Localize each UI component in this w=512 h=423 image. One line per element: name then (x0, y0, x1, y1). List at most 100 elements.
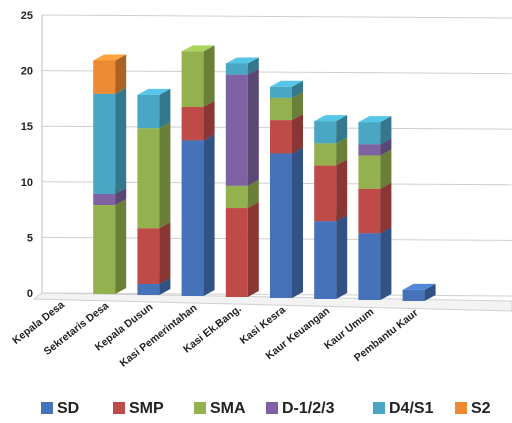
bar-side (159, 277, 171, 295)
bar-segment (402, 283, 436, 301)
bar-front (358, 188, 381, 234)
bar-front (181, 140, 204, 296)
bar-segment (137, 222, 171, 284)
bar-front (137, 94, 160, 129)
bar-top (93, 54, 127, 61)
gridline (41, 14, 512, 19)
bar-side (292, 114, 303, 154)
bar-front (270, 97, 292, 121)
legend-item: SMA (194, 400, 246, 417)
y-tick-label: 20 (21, 66, 33, 78)
bar-segment (358, 116, 392, 145)
bar-side (380, 149, 392, 189)
legend-swatch (373, 402, 385, 414)
bar-front (137, 283, 160, 295)
bar-front (93, 60, 116, 94)
y-tick-label: 25 (21, 10, 33, 22)
bar-side (247, 202, 259, 297)
bar-front (402, 289, 425, 301)
bar-segment (93, 199, 127, 294)
axes: 0 5 10 15 20 25 (21, 10, 512, 312)
bar-side (115, 199, 127, 294)
bar-side (247, 57, 259, 75)
legend-label: S2 (471, 400, 491, 417)
bar-segment (225, 202, 259, 297)
bar-side (336, 115, 348, 144)
legend-item: S2 (455, 400, 491, 417)
bar-front (225, 185, 248, 209)
bar-front (137, 128, 160, 229)
bar-segment (314, 115, 348, 144)
legend-label: SMA (210, 400, 246, 417)
legend-label: SMP (129, 400, 164, 417)
bar-segment (181, 45, 215, 107)
bar-side (380, 116, 392, 145)
bar-side (380, 227, 392, 300)
bar-front (225, 208, 248, 297)
legend-item: D-1/2/3 (266, 400, 335, 417)
bar-segment (270, 147, 303, 298)
bar-side (115, 54, 127, 94)
legend-label: D-1/2/3 (282, 400, 335, 417)
bar-segment (181, 134, 215, 296)
bar-side (159, 222, 171, 284)
bar-segment (270, 80, 303, 98)
bar-side (203, 45, 215, 107)
y-tick-label: 15 (21, 121, 33, 133)
bar-front (225, 63, 248, 75)
bar-front (270, 153, 292, 298)
legend-swatch (41, 402, 53, 414)
bar-side (380, 138, 392, 156)
bar-front (358, 122, 381, 145)
bar-segment (225, 68, 259, 186)
bar-front (93, 205, 116, 294)
bar-side (292, 80, 303, 98)
bar-front (270, 86, 292, 98)
bar-side (336, 159, 348, 222)
bar-segment (314, 159, 348, 222)
bar-segment (358, 149, 392, 189)
bar-side (203, 100, 215, 141)
bar-side (292, 147, 303, 298)
bar-front (181, 106, 204, 141)
bar-front (314, 121, 337, 144)
bar-top (181, 45, 215, 52)
bar-segment (225, 57, 259, 75)
bar-side (247, 68, 259, 186)
bar-side (159, 122, 171, 229)
bars (93, 45, 436, 301)
bar-front (137, 228, 160, 284)
bar-top (402, 283, 436, 290)
legend-item: SMP (113, 400, 164, 417)
bar-side (159, 88, 171, 129)
legend-swatch (455, 402, 467, 414)
bar-top (314, 115, 348, 122)
bar-side (115, 87, 127, 194)
bar-segment (358, 182, 392, 234)
y-tick-label: 10 (21, 177, 33, 189)
bar-front (358, 144, 381, 156)
bar-front (270, 120, 292, 154)
bar-front (93, 93, 116, 194)
bar-top (225, 57, 259, 64)
bar-side (336, 215, 348, 299)
y-tick-label: 5 (27, 232, 33, 244)
y-tick-label: 0 (27, 288, 33, 300)
bar-front (181, 51, 204, 107)
bar-front (314, 143, 337, 166)
legend-label: D4/S1 (389, 400, 434, 417)
bar-side (424, 283, 436, 301)
x-tick-label: Kasi Pemerintahan (118, 302, 200, 370)
bar-front (358, 233, 381, 300)
legend-item: D4/S1 (373, 400, 434, 417)
bar-segment (93, 54, 127, 94)
bar-front (314, 221, 337, 299)
bar-front (225, 74, 248, 186)
legend-swatch (194, 402, 206, 414)
bar-side (336, 137, 348, 166)
bar-front (358, 155, 381, 189)
legend-swatch (113, 402, 125, 414)
